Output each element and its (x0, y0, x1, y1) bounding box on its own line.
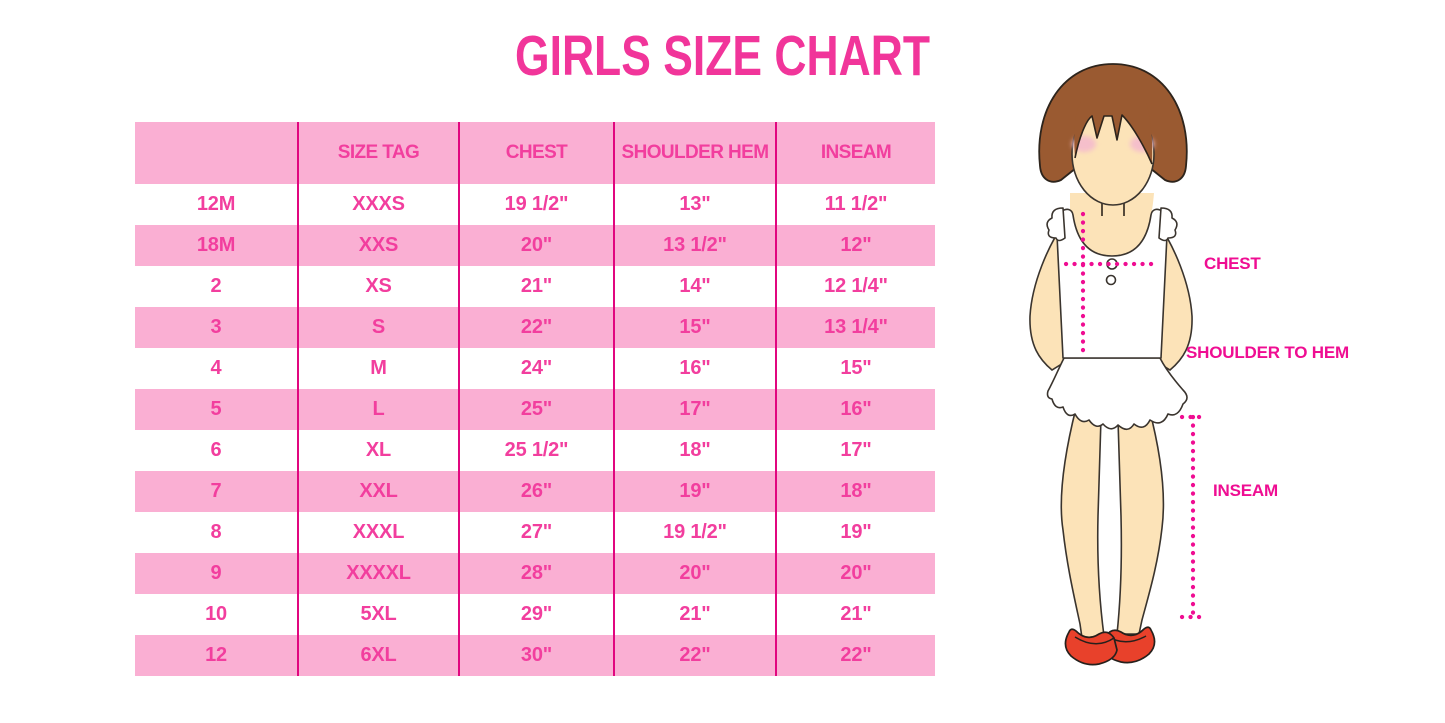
table-row-4: 4 M 24" 16" 15" (135, 348, 935, 389)
table-row-12-cell-2: 30" (458, 635, 613, 676)
chest-label: CHEST (1204, 254, 1261, 273)
table-header-row-cell-4: INSEAM (775, 122, 935, 184)
table-row-2: 2 XS 21" 14" 12 1/4" (135, 266, 935, 307)
hair-bangs (1074, 102, 1153, 164)
table-row-12-cell-4: 22" (775, 635, 935, 676)
table-row-12M: 12M XXXS 19 1/2" 13" 11 1/2" (135, 184, 935, 225)
table-header-row: SIZE TAG CHEST SHOULDER HEM INSEAM (135, 122, 935, 184)
table-row-6-cell-1: XL (297, 430, 458, 471)
table-row-8-cell-3: 19 1/2" (613, 512, 775, 553)
table-row-12M-cell-2: 19 1/2" (458, 184, 613, 225)
table-row-12M-cell-4: 11 1/2" (775, 184, 935, 225)
table-row-9-cell-4: 20" (775, 553, 935, 594)
table-row-5-cell-3: 17" (613, 389, 775, 430)
table-row-7-cell-0: 7 (210, 480, 222, 502)
table-row-12-cell-0: 12 (205, 644, 227, 666)
table-row-7-cell-1: XXL (297, 471, 458, 512)
table-row-3-cell-2: 22" (458, 307, 613, 348)
left-ruffle (1046, 207, 1066, 242)
table-row-9-cell-2: 28" (458, 553, 613, 594)
table-row-8-cell-1: XXXL (297, 512, 458, 553)
table-row-3-cell-1: S (297, 307, 458, 348)
right-leg (1116, 406, 1165, 635)
table-row-2-cell-4: 12 1/4" (775, 266, 935, 307)
table-row-8-cell-2: 27" (458, 512, 613, 553)
table-row-18M-cell-4: 12" (775, 225, 935, 266)
table-header-row-cell-2: CHEST (458, 122, 613, 184)
table-row-18M-cell-2: 20" (458, 225, 613, 266)
table-row-18M-cell-1: XXS (297, 225, 458, 266)
table-row-9-cell-1: XXXXL (297, 553, 458, 594)
table-row-6-cell-2: 25 1/2" (458, 430, 613, 471)
table-row-7-cell-2: 26" (458, 471, 613, 512)
left-shoe-strap (1074, 636, 1115, 645)
left-leg (1060, 406, 1105, 639)
table-row-4-cell-4: 15" (775, 348, 935, 389)
right-ruffle (1158, 207, 1178, 242)
table-row-5-cell-4: 16" (775, 389, 935, 430)
skirt (1046, 357, 1188, 431)
table-row-2-cell-2: 21" (458, 266, 613, 307)
table-row-18M: 18M XXS 20" 13 1/2" 12" (135, 225, 935, 266)
table-row-6-cell-4: 17" (775, 430, 935, 471)
table-row-2-cell-1: XS (297, 266, 458, 307)
table-row-10-cell-2: 29" (458, 594, 613, 635)
table-row-10-cell-1: 5XL (297, 594, 458, 635)
table-row-8: 8 XXXL 27" 19 1/2" 19" (135, 512, 935, 553)
page-title: GIRLS SIZE CHART (515, 24, 930, 88)
table-row-3-cell-4: 13 1/4" (775, 307, 935, 348)
size-chart-table: SIZE TAG CHEST SHOULDER HEM INSEAM 12M XXXS 19… (135, 122, 935, 676)
table-row-12M-cell-1: XXXS (297, 184, 458, 225)
table-row-2-cell-0: 2 (210, 275, 222, 297)
table-row-3: 3 S 22" 15" 13 1/4" (135, 307, 935, 348)
table-row-9-cell-0: 9 (210, 562, 222, 584)
table-row-7-cell-4: 18" (775, 471, 935, 512)
table-row-12-cell-3: 22" (613, 635, 775, 676)
table-row-9-cell-3: 20" (613, 553, 775, 594)
table-row-10-cell-3: 21" (613, 594, 775, 635)
table-row-5: 5 L 25" 17" 16" (135, 389, 935, 430)
table-header-row-cell-3: SHOULDER HEM (613, 122, 775, 184)
table-header-row-cell-0 (135, 122, 297, 184)
top-button-2 (1105, 274, 1117, 286)
table-row-6-cell-3: 18" (613, 430, 775, 471)
table-row-12-cell-1: 6XL (297, 635, 458, 676)
table-row-6-cell-0: 6 (210, 439, 222, 461)
table-row-8-cell-4: 19" (775, 512, 935, 553)
table-row-9: 9 XXXXL 28" 20" 20" (135, 553, 935, 594)
table-row-2-cell-3: 14" (613, 266, 775, 307)
table-row-10-cell-0: 10 (205, 603, 227, 625)
hair-bangs-edge (1074, 114, 1153, 165)
table-row-12M-cell-0: 12M (196, 193, 236, 215)
table-row-5-cell-1: L (297, 389, 458, 430)
table-row-10-cell-4: 21" (775, 594, 935, 635)
girl-measurement-illustration (1029, 63, 1207, 666)
table-row-6: 6 XL 25 1/2" 18" 17" (135, 430, 935, 471)
table-row-3-cell-3: 15" (613, 307, 775, 348)
table-row-5-cell-0: 5 (210, 398, 222, 420)
table-header-row-cell-1: SIZE TAG (297, 122, 458, 184)
table-row-4-cell-3: 16" (613, 348, 775, 389)
table-row-3-cell-0: 3 (210, 316, 222, 338)
table-row-10: 10 5XL 29" 21" 21" (135, 594, 935, 635)
table-row-4-cell-1: M (297, 348, 458, 389)
table-row-4-cell-2: 24" (458, 348, 613, 389)
table-row-18M-cell-0: 18M (196, 234, 236, 256)
table-row-12M-cell-3: 13" (613, 184, 775, 225)
table-row-8-cell-0: 8 (210, 521, 222, 543)
table-row-4-cell-0: 4 (210, 357, 222, 379)
inseam-label: INSEAM (1213, 481, 1278, 500)
table-row-12: 12 6XL 30" 22" 22" (135, 635, 935, 676)
table-row-7: 7 XXL 26" 19" 18" (135, 471, 935, 512)
table-row-5-cell-2: 25" (458, 389, 613, 430)
shoulder-to-hem-label: SHOULDER TO HEM (1186, 343, 1349, 362)
table-row-7-cell-3: 19" (613, 471, 775, 512)
table-row-18M-cell-3: 13 1/2" (613, 225, 775, 266)
chest-skin (1070, 193, 1154, 257)
